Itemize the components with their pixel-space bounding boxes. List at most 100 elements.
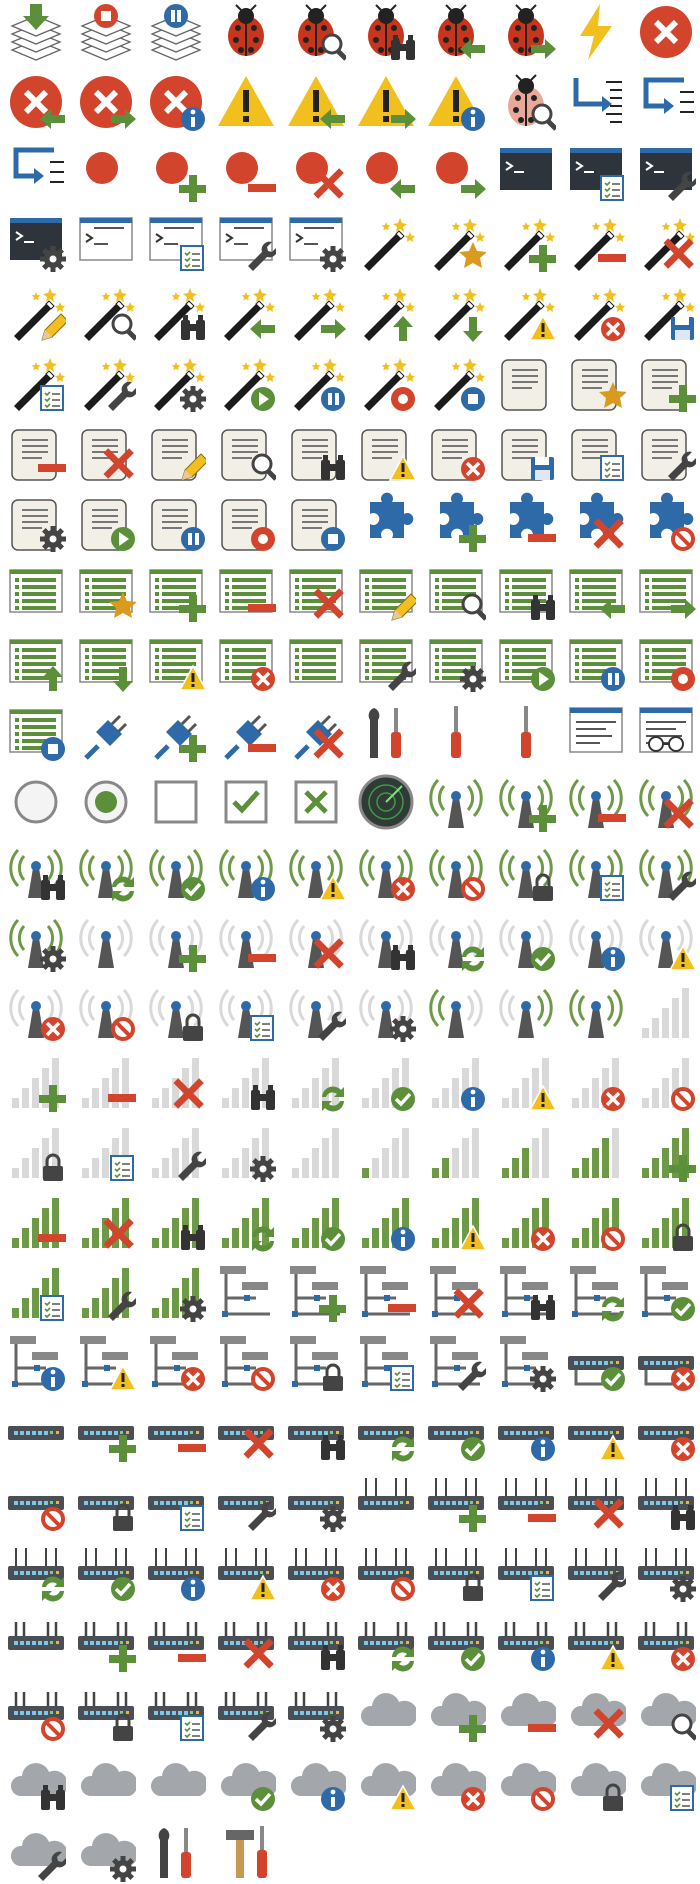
list-icon — [9, 569, 63, 613]
console-wrench-icon — [640, 148, 696, 201]
list-star-icon — [79, 569, 136, 618]
console-list-icon — [570, 148, 624, 201]
script-edit-icon — [151, 429, 206, 481]
bug-forward-icon — [508, 4, 556, 59]
cloud-info-icon — [291, 1763, 346, 1811]
bug-search-fade-icon — [508, 74, 556, 131]
router-wrench-icon — [568, 1548, 626, 1601]
antenna-delete-icon — [639, 778, 694, 829]
radio-off-icon — [14, 780, 58, 824]
plugin-delete-icon — [580, 492, 624, 549]
switch-block-icon — [8, 1496, 65, 1531]
router-warning-icon — [218, 1548, 276, 1601]
script-error-icon — [431, 429, 485, 481]
wand-down-icon — [434, 288, 485, 342]
cloud-remove-icon — [501, 1693, 556, 1732]
list-gear-icon — [429, 639, 486, 692]
signal-5-remove-icon — [12, 1198, 66, 1248]
signal-5-info-icon — [362, 1198, 415, 1251]
console-light-wrench-icon — [219, 217, 276, 271]
wand-star-icon — [434, 218, 486, 271]
signal-5-list-icon — [12, 1268, 64, 1321]
antenna-gray-sync-icon — [429, 918, 484, 972]
signal-5-delete-icon — [82, 1198, 134, 1249]
bug-binoculars-icon — [368, 4, 415, 60]
router2-remove-icon — [148, 1622, 206, 1662]
antenna-wrench-icon — [639, 848, 696, 901]
list-up-icon — [9, 639, 63, 691]
script-record-icon — [221, 499, 275, 551]
antenna-gray-add-icon — [149, 918, 206, 972]
network-switch-error-icon — [638, 1356, 695, 1391]
signal-gear-icon — [222, 1128, 276, 1182]
wand-play-icon — [224, 358, 275, 411]
router2-sync-icon — [358, 1622, 414, 1672]
router-error-icon — [288, 1548, 345, 1601]
cloud-warning-icon — [361, 1763, 416, 1811]
window-list-icon — [569, 707, 623, 753]
step-into-icon — [573, 78, 622, 123]
list-add-icon — [149, 569, 206, 622]
screwdriver-red-icon — [451, 706, 461, 758]
error-icon — [640, 6, 692, 58]
antenna-gray-block-icon — [79, 988, 135, 1041]
list-down-icon — [79, 639, 133, 692]
script-delete-icon — [81, 429, 134, 481]
script-icon — [501, 359, 547, 411]
router2-gear-icon — [288, 1692, 346, 1742]
signal-5-error-icon — [502, 1198, 555, 1251]
hammer-screwdriver-icon — [226, 1826, 267, 1878]
signal-0-icon — [642, 988, 689, 1038]
antenna-gear-icon — [9, 918, 66, 972]
signal-5-binoculars-icon — [152, 1198, 205, 1250]
router2-warning-icon — [568, 1622, 626, 1671]
wand-edit-icon — [14, 288, 66, 341]
warning-forward-icon — [358, 76, 416, 129]
cloud-delete-icon — [571, 1693, 626, 1739]
signal-3-icon — [502, 1128, 549, 1178]
signal-lock-icon — [12, 1128, 63, 1181]
antenna-block-icon — [429, 848, 485, 901]
router-remove-icon — [498, 1478, 556, 1522]
antenna-gray-list-icon — [219, 988, 274, 1041]
network-icon — [220, 1266, 270, 1317]
antenna-error-icon — [359, 848, 415, 901]
signal-block-icon — [642, 1058, 695, 1111]
antenna-info-icon — [219, 848, 275, 901]
layers-stop-icon — [80, 4, 132, 61]
cloud-download-icon — [81, 1763, 136, 1796]
router-list-icon — [498, 1548, 554, 1601]
switch-icon — [8, 1426, 64, 1440]
antenna-gray-remove-icon — [219, 918, 276, 968]
wand-error-icon — [574, 288, 625, 341]
router-delete-icon — [568, 1478, 624, 1529]
plugin-remove-icon — [510, 492, 556, 542]
script-save-icon — [501, 429, 554, 481]
breakpoint-remove-icon — [226, 152, 276, 192]
plug-add-icon — [154, 714, 206, 762]
console-light-list-icon — [149, 217, 204, 271]
antenna-warning-icon — [289, 848, 346, 901]
switch-warning-icon — [568, 1426, 626, 1461]
network-gear-icon — [500, 1336, 556, 1392]
error-forward-icon — [80, 76, 136, 129]
list-search-icon — [429, 569, 486, 621]
list-remove-icon — [219, 569, 276, 613]
router2-error-icon — [638, 1622, 695, 1671]
switch-lock-icon — [78, 1496, 134, 1531]
switch-list-icon — [148, 1496, 204, 1531]
router-add-icon — [428, 1478, 486, 1532]
breakpoint-delete-icon — [296, 152, 344, 199]
console-icon — [500, 148, 552, 190]
error-info-icon — [150, 76, 205, 131]
script-warning-icon — [361, 429, 416, 481]
screwdriver-icon — [521, 706, 531, 758]
network-error-icon — [150, 1336, 205, 1391]
router2-block-icon — [8, 1692, 65, 1741]
wand-back-icon — [224, 288, 275, 341]
signal-ok-icon — [362, 1058, 415, 1111]
antenna-gray-binoculars-icon — [359, 918, 415, 970]
network-list-icon — [360, 1336, 414, 1391]
wand-forward-icon — [294, 288, 346, 341]
list-binoculars-icon — [499, 569, 555, 620]
